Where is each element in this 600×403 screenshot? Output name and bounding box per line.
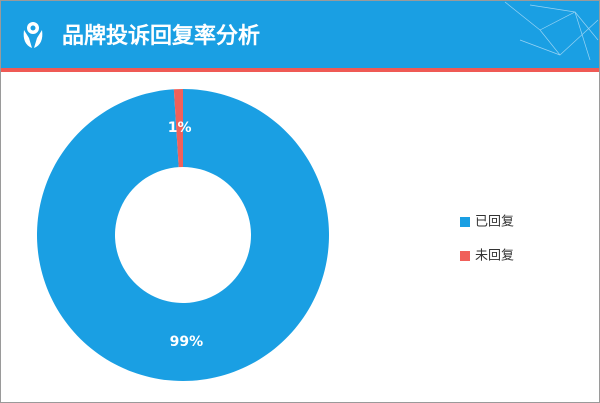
- logo: [23, 22, 43, 48]
- donut-slice: [37, 89, 330, 382]
- donut-slice: [173, 89, 183, 168]
- legend-label: 已回复: [475, 215, 514, 230]
- header-band: [1, 1, 599, 68]
- data-label: 1%: [168, 120, 192, 136]
- legend-swatch: [460, 251, 470, 261]
- data-label: 99%: [170, 334, 204, 350]
- header-decoration: [504, 1, 599, 61]
- legend-label: 未回复: [475, 249, 514, 264]
- header-rule: [1, 68, 599, 72]
- legend-swatch: [460, 217, 470, 227]
- chart-title: 品牌投诉回复率分析: [62, 23, 260, 49]
